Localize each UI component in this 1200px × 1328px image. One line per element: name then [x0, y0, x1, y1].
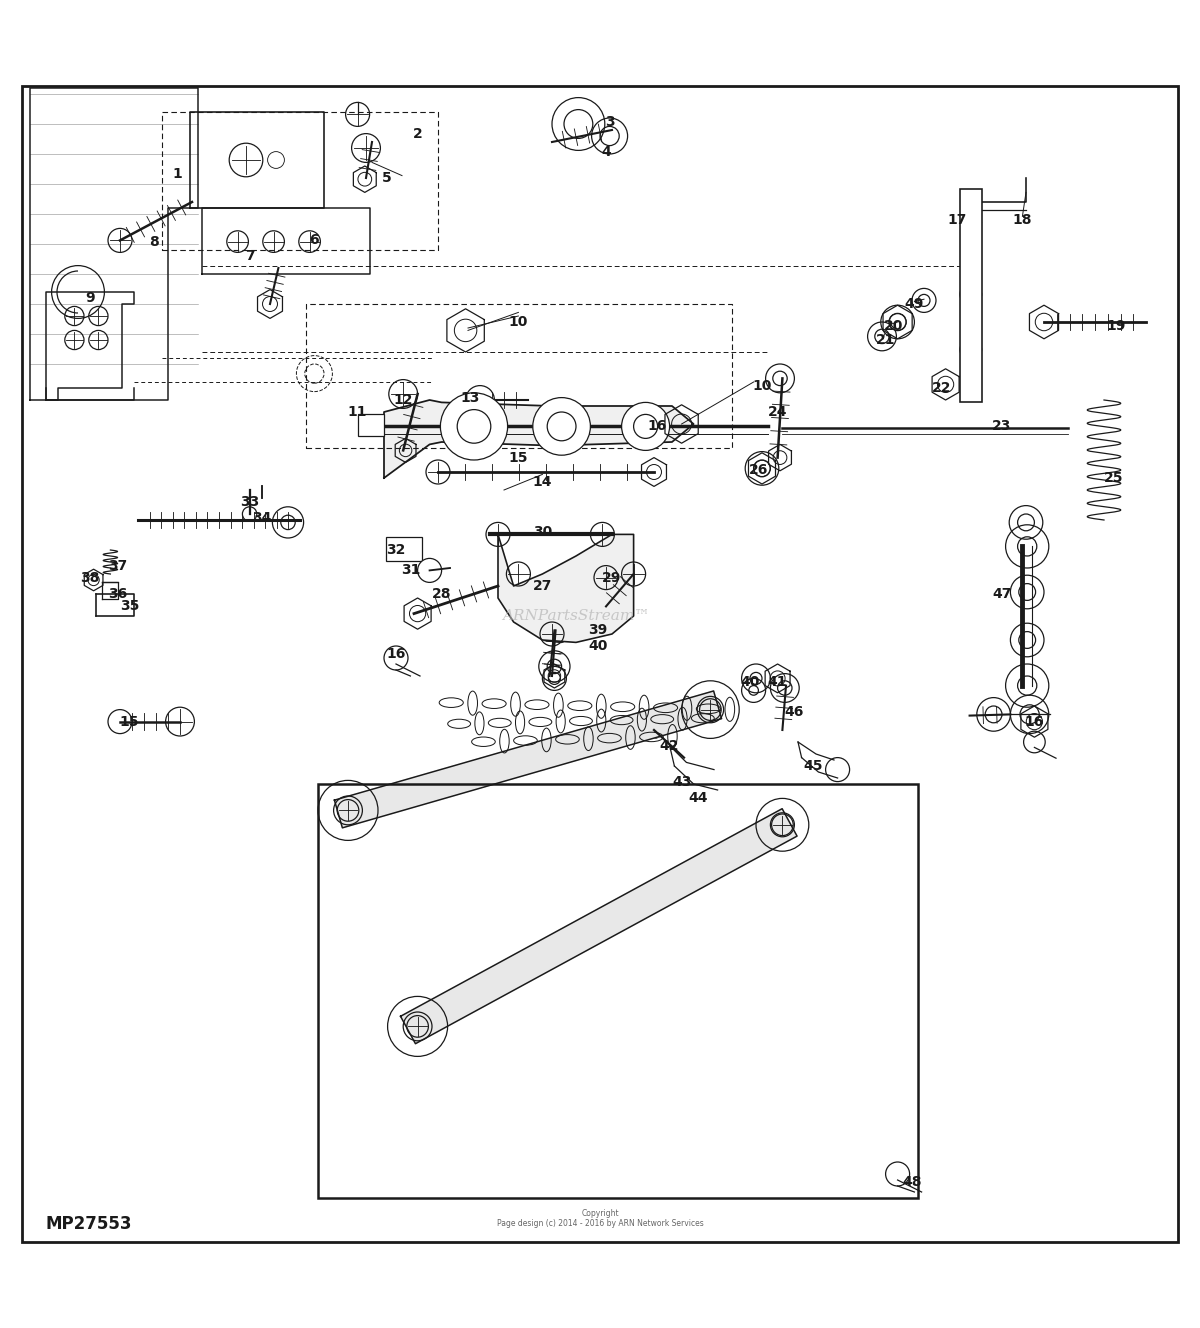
Text: 38: 38: [80, 571, 100, 584]
Text: ARNPartsStream™: ARNPartsStream™: [502, 610, 650, 623]
Text: 28: 28: [432, 587, 451, 602]
Text: 35: 35: [120, 599, 139, 614]
Text: 8: 8: [149, 235, 158, 248]
Text: 49: 49: [905, 297, 924, 311]
Circle shape: [533, 397, 590, 456]
Text: 23: 23: [992, 420, 1012, 433]
Text: 37: 37: [108, 559, 127, 572]
Circle shape: [457, 409, 491, 444]
Text: 32: 32: [386, 543, 406, 556]
Text: 33: 33: [240, 495, 259, 509]
Text: 15: 15: [509, 450, 528, 465]
Text: 22: 22: [932, 381, 952, 394]
Bar: [358, 414, 384, 436]
Circle shape: [634, 414, 658, 438]
Text: 46: 46: [785, 705, 804, 718]
Bar: [386, 537, 422, 560]
Text: 30: 30: [533, 525, 552, 539]
Polygon shape: [498, 534, 634, 643]
Polygon shape: [335, 691, 721, 827]
Text: 25: 25: [1104, 471, 1123, 485]
Text: 45: 45: [804, 760, 823, 773]
Circle shape: [1009, 506, 1043, 539]
Text: 1: 1: [173, 167, 182, 182]
Text: 9: 9: [85, 291, 95, 305]
Polygon shape: [384, 400, 694, 478]
Polygon shape: [401, 809, 797, 1044]
Text: 31: 31: [401, 563, 420, 578]
Text: 6: 6: [310, 234, 319, 247]
Text: 40: 40: [588, 639, 607, 653]
Text: 11: 11: [348, 405, 367, 420]
Text: 5: 5: [382, 171, 391, 185]
Circle shape: [466, 385, 494, 414]
Text: 26: 26: [749, 462, 768, 477]
Text: 27: 27: [533, 579, 552, 594]
Text: 10: 10: [509, 315, 528, 329]
Text: 16: 16: [386, 647, 406, 661]
Text: 12: 12: [394, 393, 413, 406]
Text: 24: 24: [768, 405, 787, 420]
Text: 2: 2: [413, 126, 422, 141]
Text: 18: 18: [1013, 212, 1032, 227]
Text: 15: 15: [120, 714, 139, 729]
Text: 43: 43: [672, 774, 691, 789]
Text: 10: 10: [752, 378, 772, 393]
Text: 16: 16: [648, 420, 667, 433]
Text: 20: 20: [884, 319, 904, 332]
Text: 34: 34: [252, 510, 271, 525]
Circle shape: [622, 402, 670, 450]
Text: 41: 41: [768, 675, 787, 689]
Text: 36: 36: [108, 587, 127, 602]
Text: 47: 47: [992, 587, 1012, 602]
Text: 17: 17: [948, 212, 967, 227]
Text: 48: 48: [902, 1175, 922, 1190]
Bar: [318, 784, 918, 1198]
Text: 14: 14: [533, 474, 552, 489]
Circle shape: [440, 393, 508, 459]
Circle shape: [547, 412, 576, 441]
Text: 16: 16: [1025, 714, 1044, 729]
Text: 39: 39: [588, 623, 607, 637]
Text: 21: 21: [876, 333, 895, 347]
Circle shape: [418, 558, 442, 583]
Text: 13: 13: [461, 390, 480, 405]
Text: 42: 42: [660, 738, 679, 753]
Text: 19: 19: [1106, 319, 1126, 332]
Bar: [960, 189, 982, 402]
Text: 40: 40: [740, 675, 760, 689]
Text: 29: 29: [602, 571, 622, 584]
Text: 7: 7: [245, 250, 254, 263]
Text: Copyright
Page design (c) 2014 - 2016 by ARN Network Services: Copyright Page design (c) 2014 - 2016 by…: [497, 1208, 703, 1228]
Text: MP27553: MP27553: [46, 1215, 132, 1232]
Text: 44: 44: [689, 791, 708, 805]
Text: 3: 3: [605, 114, 614, 129]
Text: 4: 4: [601, 145, 611, 158]
Circle shape: [1010, 695, 1049, 733]
